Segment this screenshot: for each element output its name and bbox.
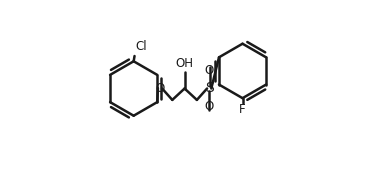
Text: Cl: Cl [135,40,147,53]
Text: O: O [155,82,165,95]
Text: F: F [239,103,246,116]
Text: O: O [205,100,214,113]
Text: O: O [205,64,214,77]
Text: S: S [205,81,214,96]
Text: OH: OH [176,57,194,70]
